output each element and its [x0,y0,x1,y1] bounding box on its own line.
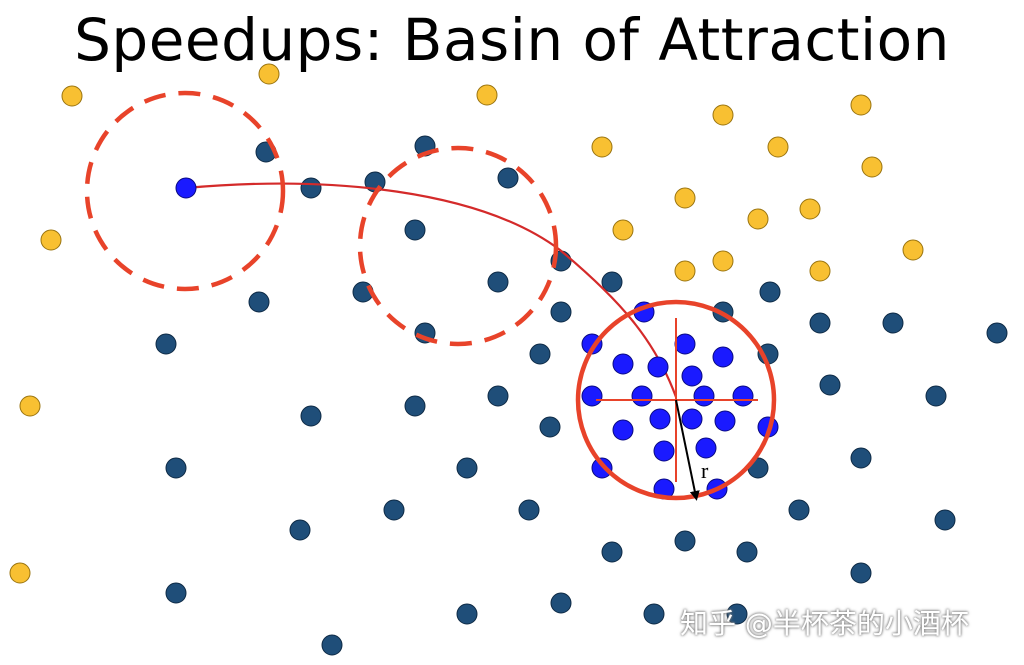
yellow-point [767,136,789,158]
dashed-search-circle-1 [84,90,286,292]
navy-point [726,603,748,625]
basin-point [612,419,634,441]
navy-point [788,499,810,521]
navy-point [404,219,426,241]
yellow-point [674,260,696,282]
yellow-point [712,104,734,126]
basin-point [649,408,671,430]
navy-point [487,271,509,293]
navy-point [300,405,322,427]
navy-point [550,592,572,614]
navy-point [550,301,572,323]
dashed-search-circle-2 [357,145,559,347]
navy-points-group [155,135,1008,656]
navy-point [487,385,509,407]
navy-point [925,385,947,407]
basin-point [612,353,634,375]
navy-point [736,541,758,563]
navy-point [819,374,841,396]
navy-point [601,271,623,293]
basin-point [681,365,703,387]
yellow-point [850,94,872,116]
trajectory-path [185,182,678,398]
basin-circle [575,299,777,501]
navy-point [456,603,478,625]
basin-point [674,333,696,355]
basin-point [581,385,603,407]
navy-point [248,291,270,313]
basin-point [653,440,675,462]
yellow-point [40,229,62,251]
yellow-point [747,208,769,230]
navy-point [456,457,478,479]
basin-point [714,410,736,432]
navy-point [934,509,956,531]
navy-point [289,519,311,541]
yellow-point [809,260,831,282]
diagram-title: Speedups: Basin of Attraction [74,6,950,74]
basin-point [695,437,717,459]
yellow-point [902,239,924,261]
navy-point [986,322,1008,344]
navy-point [643,603,665,625]
basin-point [732,385,754,407]
yellow-point [861,156,883,178]
basin-point [693,385,715,407]
yellow-point [258,63,280,85]
navy-point [759,281,781,303]
watermark: 知乎 @半杯茶的小酒杯 [680,607,969,640]
basin-point [647,356,669,378]
yellow-point [799,198,821,220]
navy-point [539,416,561,438]
navy-point [518,499,540,521]
radius-label: r [701,458,709,483]
navy-point [850,562,872,584]
navy-point [601,541,623,563]
start-point [175,177,197,199]
navy-point [882,312,904,334]
navy-point [165,582,187,604]
navy-point [321,634,343,656]
yellow-point [9,562,31,584]
radius-arrow [675,399,700,501]
navy-point [674,530,696,552]
yellow-point [61,85,83,107]
navy-point [404,395,426,417]
navy-point [383,499,405,521]
basin-point [631,385,653,407]
yellow-point [712,250,734,272]
navy-point [529,343,551,365]
navy-point [165,457,187,479]
yellow-point [674,187,696,209]
navy-point [850,447,872,469]
yellow-point [19,395,41,417]
navy-point [809,312,831,334]
yellow-point [612,219,634,241]
yellow-point [591,136,613,158]
yellow-point [476,84,498,106]
navy-point [300,177,322,199]
navy-point [497,167,519,189]
basin-point [591,457,613,479]
yellow-points-group [9,63,924,584]
basin-point [681,408,703,430]
navy-point [155,333,177,355]
basin-point [712,346,734,368]
